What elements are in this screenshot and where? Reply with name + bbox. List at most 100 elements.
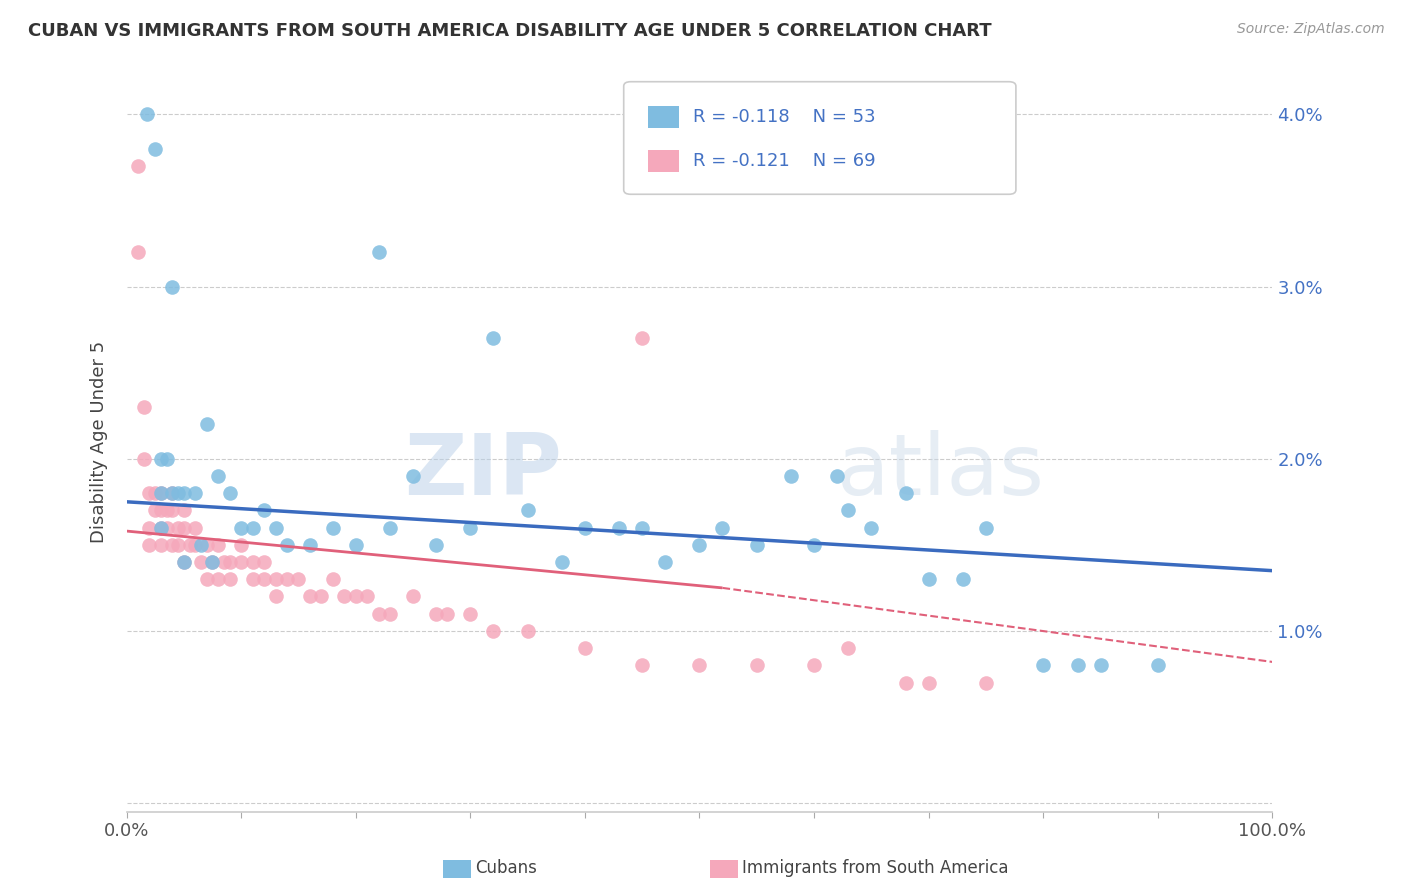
Text: Cubans: Cubans (475, 859, 537, 877)
Point (974, 675, 997, 690)
Point (974, 521, 997, 535)
Text: Source: ZipAtlas.com: Source: ZipAtlas.com (1237, 22, 1385, 37)
Point (218, 486, 240, 500)
Point (378, 521, 401, 535)
Point (149, 521, 172, 535)
Point (952, 572, 974, 586)
Point (207, 572, 229, 586)
Point (201, 555, 224, 569)
Point (132, 451, 155, 466)
Point (574, 641, 596, 656)
Point (184, 486, 207, 500)
Point (1147, 658, 1170, 673)
Point (516, 503, 538, 517)
Point (218, 555, 240, 569)
Point (837, 503, 859, 517)
Point (138, 521, 160, 535)
Point (173, 521, 195, 535)
Point (344, 590, 367, 604)
Point (143, 503, 166, 517)
Point (482, 624, 505, 638)
Point (253, 555, 276, 569)
Point (173, 503, 195, 517)
Point (143, 486, 166, 500)
Point (322, 521, 344, 535)
Point (179, 538, 201, 552)
Point (207, 538, 229, 552)
Point (156, 521, 179, 535)
Point (167, 486, 190, 500)
Point (803, 658, 825, 673)
Point (607, 521, 630, 535)
Point (190, 555, 212, 569)
Point (458, 521, 481, 535)
Point (149, 451, 172, 466)
Point (1032, 658, 1054, 673)
Point (162, 538, 184, 552)
Point (253, 503, 276, 517)
Point (825, 469, 848, 483)
Point (631, 658, 654, 673)
Point (212, 555, 235, 569)
Point (162, 279, 184, 293)
Point (574, 521, 596, 535)
Text: R = -0.121    N = 69: R = -0.121 N = 69 (693, 152, 875, 169)
Point (425, 607, 447, 621)
Text: Immigrants from South America: Immigrants from South America (742, 859, 1010, 877)
Point (143, 142, 166, 156)
Point (190, 538, 212, 552)
Text: atlas: atlas (837, 430, 1045, 513)
Point (436, 607, 458, 621)
Point (207, 469, 229, 483)
Point (149, 486, 172, 500)
Point (184, 521, 207, 535)
Point (344, 538, 367, 552)
Point (745, 538, 768, 552)
Point (689, 538, 711, 552)
Point (311, 590, 333, 604)
Y-axis label: Disability Age Under 5: Disability Age Under 5 (90, 341, 108, 542)
Point (803, 538, 825, 552)
Point (264, 521, 287, 535)
Point (689, 658, 711, 673)
Point (173, 486, 195, 500)
Point (173, 555, 195, 569)
Point (195, 572, 218, 586)
Point (894, 486, 917, 500)
Point (162, 486, 184, 500)
Point (242, 521, 264, 535)
Point (482, 331, 505, 345)
Point (127, 245, 149, 260)
Point (425, 538, 447, 552)
Point (287, 572, 309, 586)
Point (402, 469, 425, 483)
Text: CUBAN VS IMMIGRANTS FROM SOUTH AMERICA DISABILITY AGE UNDER 5 CORRELATION CHART: CUBAN VS IMMIGRANTS FROM SOUTH AMERICA D… (28, 22, 991, 40)
Point (298, 538, 321, 552)
Point (162, 486, 184, 500)
Point (402, 590, 425, 604)
Point (837, 641, 859, 656)
Point (231, 521, 253, 535)
Point (253, 572, 276, 586)
Point (218, 572, 240, 586)
Point (149, 503, 172, 517)
Point (173, 555, 195, 569)
Point (231, 555, 253, 569)
Point (551, 555, 574, 569)
Point (356, 590, 378, 604)
Point (1066, 658, 1088, 673)
Point (918, 675, 941, 690)
Point (333, 590, 356, 604)
Point (195, 417, 218, 432)
Point (894, 675, 917, 690)
Point (242, 555, 264, 569)
Point (127, 159, 149, 173)
Point (322, 572, 344, 586)
Point (167, 538, 190, 552)
Point (156, 503, 179, 517)
Point (184, 538, 207, 552)
Point (367, 607, 389, 621)
Point (195, 538, 218, 552)
Point (156, 451, 179, 466)
Point (378, 607, 401, 621)
